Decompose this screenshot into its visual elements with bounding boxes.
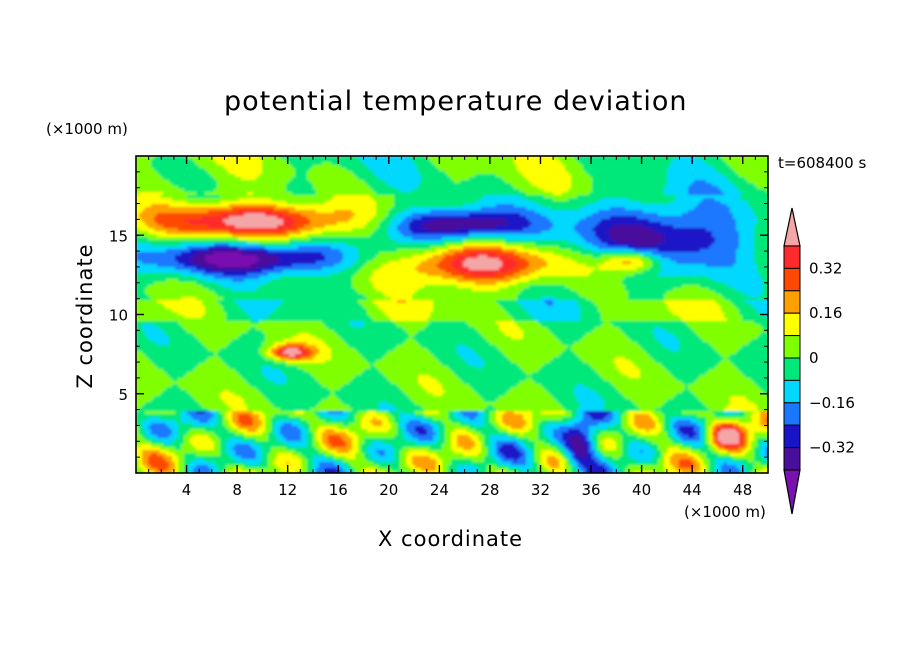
colorbar-lower-extension <box>783 469 801 515</box>
x-axis: 4 8 12 16 20 24 28 32 36 40 44 48 <box>148 156 756 499</box>
x-tick-label-1: 8 <box>232 481 242 499</box>
colorbar-upper-extension <box>783 207 801 247</box>
y-tick-label-0: 5 <box>118 386 128 404</box>
colorbar-swatch-6 <box>783 379 801 404</box>
colorbar-label-3: 0.16 <box>809 304 842 322</box>
time-label: t=608400 s <box>778 154 866 172</box>
colorbar-label-0: −0.32 <box>809 439 855 457</box>
x-tick-label-4: 20 <box>379 481 398 499</box>
x-tick-label-11: 48 <box>733 481 752 499</box>
y-tick-label-2: 15 <box>109 227 128 245</box>
x-tick-label-8: 36 <box>581 481 600 499</box>
colorbar: −0.32 −0.16 0 0.16 0.32 <box>783 207 855 515</box>
colorbar-swatch-7 <box>783 402 801 426</box>
colorbar-label-2: 0 <box>809 349 819 367</box>
x-tick-label-3: 16 <box>329 481 348 499</box>
x-tick-label-0: 4 <box>182 481 192 499</box>
y-axis-unit: (×1000 m) <box>46 120 128 138</box>
y-tick-label-1: 10 <box>109 307 128 325</box>
x-axis-label: X coordinate <box>378 527 523 551</box>
colorbar-swatch-4 <box>783 335 801 359</box>
colorbar-swatch-0 <box>783 245 801 269</box>
colorbar-swatch-9 <box>783 447 801 471</box>
y-axis: 5 10 15 <box>109 171 768 458</box>
x-tick-label-2: 12 <box>278 481 297 499</box>
x-axis-unit: (×1000 m) <box>684 503 766 521</box>
colorbar-swatch-3 <box>783 312 801 337</box>
colorbar-swatch-2 <box>783 290 801 314</box>
colorbar-swatch-1 <box>783 267 801 292</box>
y-axis-label: Z coordinate <box>73 221 97 411</box>
x-tick-label-6: 28 <box>480 481 499 499</box>
x-tick-label-9: 40 <box>632 481 651 499</box>
contour-field <box>136 156 768 473</box>
x-tick-label-10: 44 <box>683 481 702 499</box>
colorbar-swatch-5 <box>783 357 801 381</box>
chart-title: potential temperature deviation <box>224 86 687 117</box>
colorbar-label-1: −0.16 <box>809 394 855 412</box>
colorbar-swatch-8 <box>783 424 801 449</box>
colorbar-label-4: 0.32 <box>809 259 842 277</box>
x-tick-label-7: 32 <box>531 481 550 499</box>
x-tick-label-5: 24 <box>430 481 449 499</box>
